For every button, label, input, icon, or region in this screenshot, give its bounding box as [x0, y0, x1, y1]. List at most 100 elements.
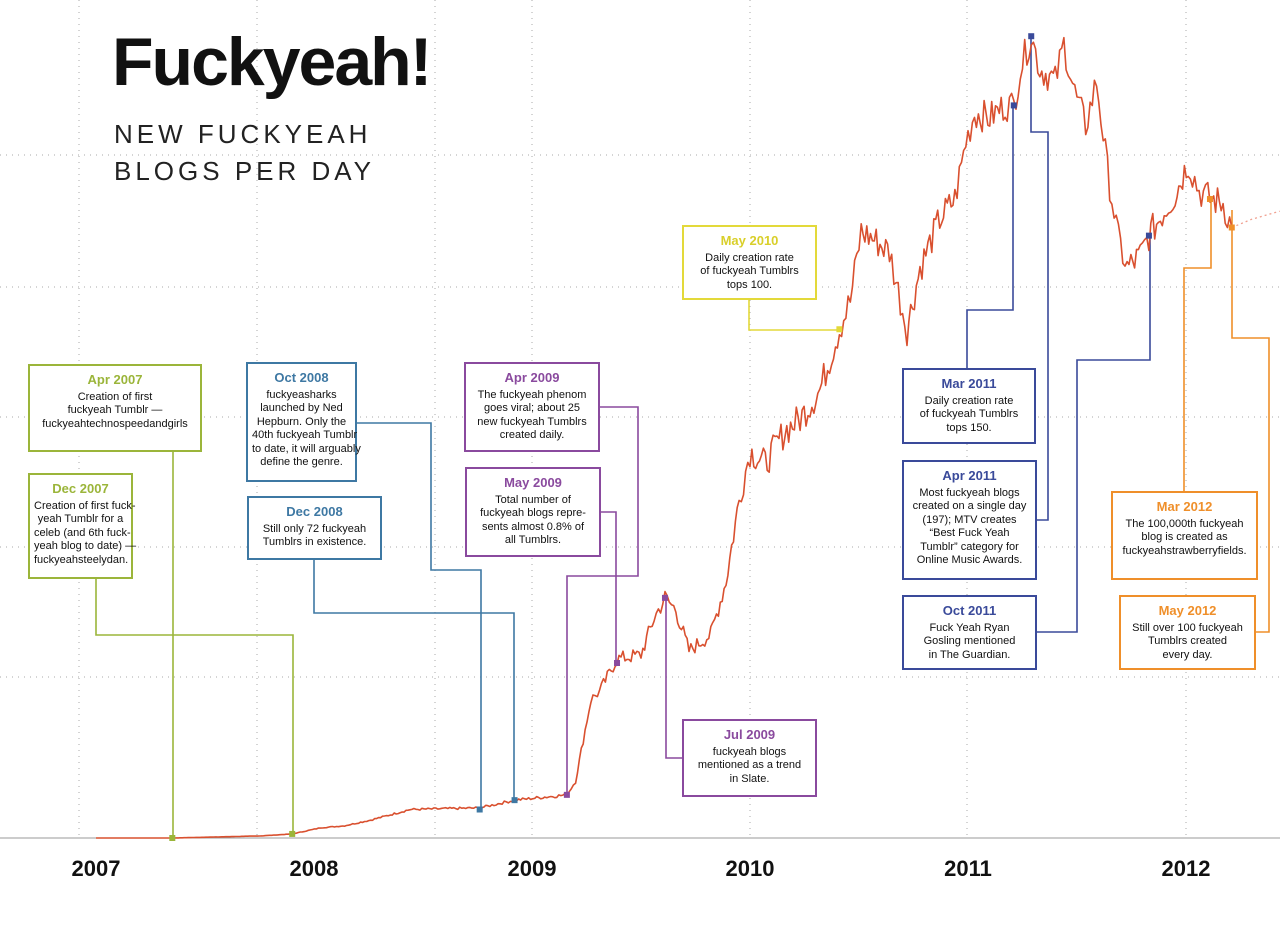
event-marker-apr-2011	[1028, 33, 1035, 40]
x-tick-label: 2011	[944, 856, 992, 881]
annotation-text: fuckyeah Tumblr —	[67, 404, 163, 416]
event-markers	[169, 33, 1235, 841]
series-line	[96, 36, 1233, 839]
event-marker-mar-2012	[1206, 196, 1213, 203]
event-marker-may-2010	[836, 326, 843, 333]
annotation-oct-2011: Oct 2011 Fuck Yeah Ryan Gosling mentioned i…	[902, 595, 1037, 670]
annotation-text: Total number of	[495, 493, 571, 506]
event-marker-mar-2011	[1010, 102, 1017, 109]
annotation-text: Tumblrs in existence.	[262, 536, 367, 548]
annotation-apr-2007: Apr 2007 Creation of first fuckyeah Tumblr…	[28, 364, 202, 452]
annotation-text: Daily creation rate	[705, 251, 794, 264]
annotation-may-2010: May 2010 Daily creation rate of fuckyeah T…	[682, 225, 817, 300]
connector-dec-2008	[313, 560, 515, 800]
annotation-connectors	[95, 37, 1270, 836]
annotation-text: celeb (and 6th fuck-	[34, 526, 131, 539]
annotation-oct-2008: Oct 2008 fuckyeasharks launched by Ned Hepb…	[246, 362, 361, 482]
chart-title: Fuckyeah!	[112, 24, 432, 100]
annotation-text: Creation of first	[77, 390, 153, 403]
event-marker-oct-2011	[1145, 232, 1152, 239]
connector-mar-2011	[966, 107, 1014, 368]
annotation-text: in The Guardian.	[928, 648, 1011, 661]
annotation-mar-2011: Mar 2011 Daily creation rate of fuckyeah T…	[902, 368, 1036, 444]
annotation-text: goes viral; about 25	[483, 402, 580, 414]
annotation-text: in Slate.	[729, 772, 770, 785]
annotation-text: define the genre.	[260, 456, 343, 468]
annotation-text: 40th fuckyeah Tumblr	[252, 429, 358, 441]
annotation-text: all Tumblrs.	[504, 534, 562, 546]
annotation-text: Still over 100 fuckyeah	[1132, 621, 1243, 634]
annotation-text: fuckyeah blogs	[712, 745, 787, 758]
annotation-text: yeah blog to date) —	[34, 540, 137, 552]
subtitle-line: BLOGS PER DAY	[114, 156, 376, 186]
annotation-text: created daily.	[499, 429, 565, 441]
connector-may-2009	[601, 511, 617, 662]
annotation-date: Oct 2008	[274, 370, 329, 385]
annotation-text: The 100,000th fuckyeah	[1125, 517, 1244, 530]
annotation-date: Jul 2009	[723, 727, 776, 742]
chart-subtitle: NEW FUCKYEAH BLOGS PER DAY	[114, 116, 375, 190]
annotation-text: fuckyeasharks	[266, 388, 337, 401]
projection-line	[1231, 210, 1280, 229]
connector-apr-2011	[1030, 37, 1049, 521]
annotation-text: created on a single day	[912, 500, 1027, 512]
annotation-text: Creation of first fuck-	[34, 499, 136, 512]
annotation-may-2009: May 2009 Total number of fuckyeah blogs re…	[465, 467, 601, 557]
annotation-text: Most fuckyeah blogs	[919, 486, 1020, 499]
annotation-apr-2011: Apr 2011 Most fuckyeah blogs created on a …	[902, 460, 1037, 580]
annotation-date: Oct 2011	[942, 603, 997, 618]
connector-may-2012	[1231, 210, 1270, 633]
annotation-text: mentioned as a trend	[697, 759, 802, 771]
annotation-text: fuckyeahtechnospeedandgirls	[42, 417, 188, 430]
annotation-date: May 2012	[1158, 603, 1217, 618]
annotation-text: “Best Fuck Yeah	[929, 527, 1010, 539]
annotation-text: Tumblr” category for	[920, 540, 1019, 553]
annotation-text: Gosling mentioned	[923, 635, 1016, 647]
x-tick-label: 2010	[725, 856, 775, 881]
event-marker-dec-2008	[511, 797, 518, 804]
annotation-text: of fuckyeah Tumblrs	[700, 265, 799, 277]
x-tick-label: 2012	[1161, 856, 1211, 881]
x-tick-label: 2009	[507, 856, 557, 881]
annotation-apr-2009: Apr 2009 The fuckyeah phenom goes viral; a…	[464, 362, 600, 452]
annotation-text: to date, it will arguably	[252, 442, 361, 455]
annotation-text: Tumblrs created	[1147, 635, 1228, 647]
annotation-text: blog is created as	[1141, 531, 1228, 543]
annotation-date: Apr 2007	[87, 372, 143, 387]
annotation-date: May 2009	[504, 475, 562, 490]
annotation-date: Apr 2011	[942, 468, 997, 483]
event-marker-may-2009	[614, 659, 621, 666]
annotation-text: tops 100.	[726, 278, 773, 291]
annotation-jul-2009: Jul 2009 fuckyeah blogs mentioned as a tre…	[682, 719, 817, 797]
annotation-text: The fuckyeah phenom	[477, 388, 587, 401]
data-series	[96, 36, 1280, 839]
connector-apr-2009	[566, 406, 639, 795]
annotation-text: (197); MTV creates	[922, 513, 1017, 526]
annotation-date: Mar 2011	[941, 376, 997, 391]
connector-dec-2007	[95, 578, 294, 834]
annotation-text: sents almost 0.8% of	[481, 520, 585, 533]
annotation-text: tops 150.	[946, 421, 992, 434]
annotation-text: yeah Tumblr for a	[37, 513, 124, 525]
annotation-text: fuckyeahstrawberryfields.	[1122, 544, 1247, 557]
annotation-date: Dec 2008	[286, 504, 343, 519]
event-marker-apr-2009	[563, 791, 570, 798]
event-marker-may-2012	[1228, 224, 1235, 231]
x-tick-label: 2007	[71, 856, 121, 881]
annotation-text: launched by Ned	[260, 402, 343, 414]
annotation-text: new fuckyeah Tumblrs	[477, 415, 587, 428]
annotation-dec-2008: Dec 2008 Still only 72 fuckyeah Tumblrs in…	[247, 496, 382, 560]
connector-mar-2012	[1183, 198, 1212, 491]
annotation-text: every day.	[1162, 648, 1213, 661]
annotation-text: fuckyeah blogs repre-	[480, 507, 586, 519]
annotation-text: Online Music Awards.	[916, 554, 1023, 566]
annotation-text: of fuckyeah Tumblrs	[919, 408, 1019, 420]
annotation-text: Fuck Yeah Ryan	[929, 621, 1010, 634]
connector-oct-2011	[1037, 235, 1151, 633]
event-marker-apr-2007	[169, 835, 176, 841]
annotation-text: Daily creation rate	[924, 394, 1014, 407]
annotation-date: Dec 2007	[52, 481, 109, 496]
subtitle-line: NEW FUCKYEAH	[114, 119, 372, 149]
event-marker-dec-2007	[289, 830, 296, 837]
